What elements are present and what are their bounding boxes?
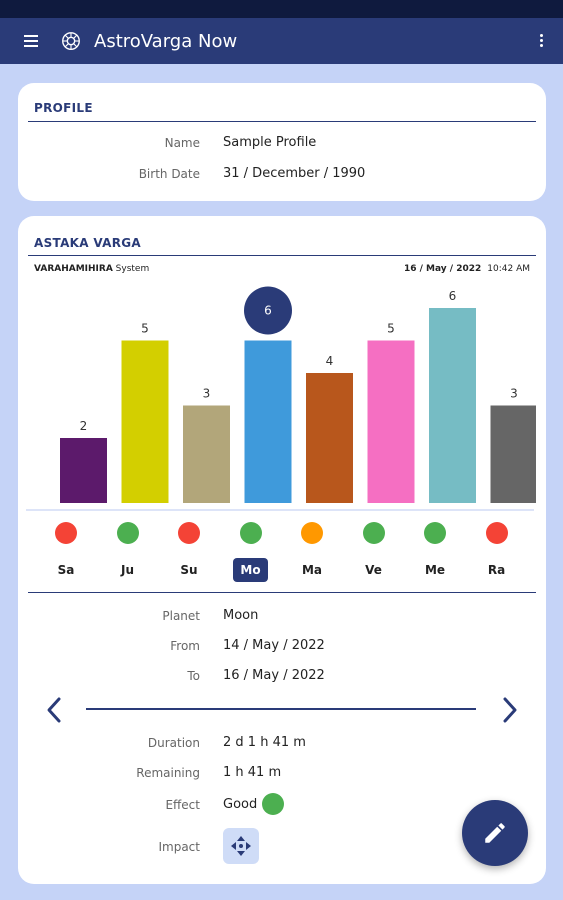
app-bar: AstroVarga Now [0,18,563,64]
bar-ra[interactable] [490,405,537,504]
current-time: 10:42 AM [487,264,530,274]
planet-item-ve[interactable]: Ve [344,522,404,582]
planet-abbr-label: Ma [301,563,323,577]
app-title: AstroVarga Now [94,30,238,52]
birth-date-label: Birth Date [138,167,200,181]
planet-status-dot [362,522,385,544]
astaka-varga-card: ASTAKA VARGA VARAHAMIHIRA System 16 / Ma… [18,216,546,884]
bar-su[interactable] [183,405,230,504]
profile-card: PROFILE Name Sample Profile Birth Date 3… [18,83,546,201]
edit-pencil-icon [485,823,505,843]
planet-abbr-label: Ve [365,563,382,577]
astaka-section-title: ASTAKA VARGA [34,236,141,250]
datetime: 16 / May / 2022 10:42 AM [404,264,530,274]
planet-status-dot [55,522,77,544]
planet-item-su[interactable]: Su [159,522,219,582]
to-value: 16 / May / 2022 [223,668,325,683]
remaining-value: 1 h 41 m [223,765,282,780]
from-value: 14 / May / 2022 [223,638,325,653]
planet-status-dot [239,522,262,544]
current-date: 16 / May / 2022 [403,264,482,274]
profile-section-title: PROFILE [34,101,93,115]
chevron-left-icon[interactable] [44,696,64,724]
system-name: VARAHAMIHIRA [34,264,113,274]
planet-abbr-label: Ju [120,563,134,577]
bar-value-label: 6 [449,289,457,303]
planet-status-dot [116,522,139,544]
bar-value-label: 3 [510,387,518,401]
duration-value: 2 d 1 h 41 m [223,735,306,750]
bar-sa[interactable] [60,438,107,503]
effect-value: Good [223,797,258,812]
planet-item-ma[interactable]: Ma [282,522,342,582]
bar-value-label: 4 [326,354,334,368]
astaka-divider [28,255,536,256]
bar-value-label: 2 [80,419,88,433]
system-suffix: System [115,264,150,274]
to-label: To [187,669,200,683]
astaka-bar-chart: 2 5 3 6 4 5 6 3 [60,286,537,504]
bar-value-label: 5 [141,322,149,336]
birth-date-value: 31 / December / 1990 [223,166,366,181]
planet-item-me[interactable]: Me [405,522,465,582]
bar-ju[interactable] [121,340,169,504]
profile-divider [28,121,536,122]
bar-ma[interactable] [306,373,353,503]
impact-label: Impact [158,840,200,854]
details-divider [28,592,536,593]
menu-icon[interactable] [24,35,42,47]
planet-item-ju[interactable]: Ju [98,522,158,582]
selected-value-badge [244,286,292,335]
planet-status-dot [485,522,508,544]
duration-label: Duration [147,736,200,750]
bar-value-label: 3 [203,387,211,401]
bar-mo[interactable] [244,340,292,504]
status-bar [0,0,563,18]
bar-me[interactable] [429,308,476,503]
planet-item-ra[interactable]: Ra [467,522,527,582]
wheel-icon [62,32,80,50]
planet-abbr-label: Su [180,563,198,577]
bar-ve[interactable] [367,340,415,504]
bar-value-label: 6 [264,304,272,318]
planet-item-sa[interactable]: Sa [36,522,96,582]
effect-label: Effect [165,798,200,812]
bar-value-label: 5 [387,322,395,336]
name-label: Name [164,136,200,150]
planet-abbr-label: Me [424,563,446,577]
from-label: From [170,639,200,653]
system-label: VARAHAMIHIRA System [34,264,149,274]
planet-status-dot [301,522,323,544]
planet-selector-row: Sa Ju Su Mo Ma Ve Me Ra [18,522,546,592]
planet-abbr-label: Mo [233,558,268,582]
move-arrows-icon[interactable] [223,828,259,864]
period-slider-track[interactable] [86,708,476,710]
planet-status-dot [178,522,200,544]
planet-abbr-label: Ra [487,563,506,577]
planet-abbr-label: Sa [57,563,75,577]
chevron-right-icon[interactable] [500,696,520,724]
planet-item-mo[interactable]: Mo [221,522,281,582]
more-vert-icon[interactable] [540,34,543,47]
chart-baseline [26,509,534,511]
effect-status-dot [262,793,284,815]
name-value: Sample Profile [223,135,317,150]
planet-status-dot [424,522,446,544]
planet-value: Moon [223,608,259,623]
remaining-label: Remaining [136,766,200,780]
planet-label: Planet [162,609,200,623]
edit-fab-button[interactable] [462,800,528,866]
